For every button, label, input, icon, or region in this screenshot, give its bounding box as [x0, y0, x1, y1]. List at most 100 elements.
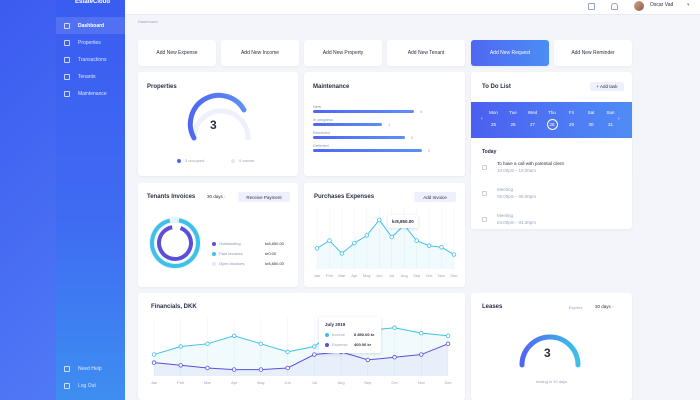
add-property-button[interactable]: Add New Property — [304, 40, 382, 66]
data-point[interactable] — [439, 245, 444, 250]
calendar-day[interactable]: Sat 30 — [582, 102, 601, 127]
data-point[interactable] — [445, 333, 451, 338]
calendar-day[interactable]: Fri 29 — [562, 102, 581, 127]
sidebar-item-properties[interactable]: Properties — [56, 34, 125, 51]
data-point[interactable] — [392, 325, 397, 330]
calendar-day-name: Sun — [606, 110, 615, 115]
data-point[interactable] — [285, 365, 290, 371]
period-select[interactable]: 30 days › — [207, 194, 226, 199]
add-income-button[interactable]: Add New Income — [221, 40, 299, 66]
data-point[interactable] — [151, 360, 157, 365]
data-point[interactable] — [377, 217, 382, 223]
x-tick-label: Sep — [413, 273, 421, 278]
data-point[interactable] — [258, 341, 264, 347]
sidebar-item-label: Log Out — [78, 382, 96, 389]
data-point[interactable] — [419, 352, 424, 357]
data-point[interactable] — [426, 243, 432, 248]
data-point[interactable] — [231, 367, 237, 372]
calendar-day[interactable]: Tue 26 — [504, 102, 523, 127]
sidebar-item-help[interactable]: Need Help — [56, 360, 125, 377]
sidebar-item-label: Tenants — [78, 73, 96, 80]
calendar-day[interactable]: Wed 27 — [523, 102, 542, 127]
sidebar-item-maintenance[interactable]: Maintenance — [56, 85, 125, 102]
x-tick-label: May — [257, 380, 265, 385]
avatar[interactable] — [634, 1, 644, 11]
data-point[interactable] — [151, 352, 157, 357]
week-calendar: ‹ › Mon 25 Tue 26 Wed 27 Thu 28 Fri 29 Sat 30 Sun 31 — [471, 102, 632, 138]
data-point[interactable] — [312, 344, 317, 349]
sidebar-item-logout[interactable]: Log Out — [56, 377, 125, 394]
data-point[interactable] — [205, 341, 210, 347]
leases-gauge-arc — [519, 334, 581, 368]
task-checkbox[interactable] — [482, 217, 487, 222]
data-point[interactable] — [451, 252, 457, 257]
data-point[interactable] — [364, 233, 370, 238]
chevron-down-icon: › — [612, 304, 614, 309]
sidebar-item-transactions[interactable]: Transactions — [56, 51, 125, 68]
purchases-tooltip: kr8,850.00 — [388, 215, 418, 228]
calendar-day-date: 28 — [546, 119, 558, 130]
sidebar-item-tenants[interactable]: Tenants — [56, 68, 125, 85]
task-item[interactable]: To have a call with potential client 10:0… — [497, 161, 564, 173]
add-invoice-button[interactable]: Add Invoice — [414, 192, 456, 202]
add-expense-button[interactable]: Add New Expense — [138, 40, 216, 66]
app-logo: EstateCloud — [75, 0, 111, 5]
calendar-day-name: Sat — [587, 110, 595, 115]
calendar-day[interactable]: Mon 25 — [484, 102, 503, 127]
calendar-icon[interactable] — [588, 3, 595, 10]
invoices-donut — [149, 217, 201, 269]
add-reminder-button[interactable]: Add New Reminder — [554, 40, 632, 66]
task-checkbox[interactable] — [482, 165, 487, 170]
maintenance-title: Maintenance — [313, 84, 350, 90]
series-area — [317, 219, 454, 269]
add-task-button[interactable]: + Add task — [590, 82, 624, 91]
data-point[interactable] — [178, 344, 183, 349]
data-point[interactable] — [258, 367, 264, 372]
data-point[interactable] — [327, 238, 332, 243]
add-tenant-button[interactable]: Add New Tenant — [387, 40, 465, 66]
data-point[interactable] — [352, 240, 357, 246]
bell-icon[interactable] — [611, 3, 618, 10]
data-point[interactable] — [392, 355, 397, 360]
wrench-icon — [64, 90, 70, 97]
receive-payment-button[interactable]: Receive Payment — [238, 192, 290, 202]
data-point[interactable] — [419, 330, 424, 336]
sidebar-item-label: Need Help — [78, 365, 102, 372]
leases-count: 3 — [544, 346, 551, 360]
calendar-day-date: 30 — [588, 122, 594, 127]
chevron-right-icon[interactable]: › — [618, 116, 620, 122]
legend-value: kr8,850.00 — [265, 261, 284, 266]
data-point[interactable] — [314, 246, 320, 251]
x-tick-label: Jun — [284, 380, 290, 385]
data-point[interactable] — [312, 352, 317, 357]
financials-tooltip: July 2019 Income 8 850.00 kr Expense 400… — [319, 317, 381, 353]
x-tick-label: Jul — [312, 380, 317, 385]
calendar-day[interactable]: Thu 28 — [543, 102, 562, 130]
today-label: Today — [482, 149, 497, 155]
leases-period-select[interactable]: 30 days › — [595, 304, 614, 309]
x-tick-label: Nov — [438, 273, 445, 278]
legend-dot — [212, 252, 216, 256]
chevron-down-icon[interactable]: ▾ — [687, 2, 690, 8]
calendar-day[interactable]: Sun 31 — [601, 102, 620, 127]
data-point[interactable] — [178, 363, 183, 368]
calendar-day-name: Tue — [509, 110, 517, 115]
add-request-button[interactable]: Add New Request — [471, 40, 549, 66]
task-item[interactable]: Meeting 04:00pm - 04:30pm — [497, 213, 536, 225]
data-point[interactable] — [414, 238, 419, 243]
leases-gauge — [519, 334, 581, 368]
chevron-left-icon[interactable]: ‹ — [481, 116, 483, 122]
data-point[interactable] — [205, 365, 210, 371]
data-point[interactable] — [389, 234, 394, 240]
data-point[interactable] — [445, 341, 451, 347]
user-name[interactable]: Oscar Vad — [650, 2, 674, 8]
sidebar-item-dashboard[interactable]: Dashboard — [56, 17, 125, 34]
data-point[interactable] — [365, 357, 371, 363]
data-point[interactable] — [231, 333, 237, 338]
occupied-dot — [177, 159, 181, 163]
task-checkbox[interactable] — [482, 191, 487, 196]
data-point[interactable] — [285, 349, 290, 355]
data-point[interactable] — [339, 251, 345, 256]
purchases-card: Purchases Expenses Add Invoice Jan Feb Mar… — [304, 183, 465, 287]
task-item[interactable]: Meeting 05:00pm - 06:00pm — [497, 187, 536, 199]
